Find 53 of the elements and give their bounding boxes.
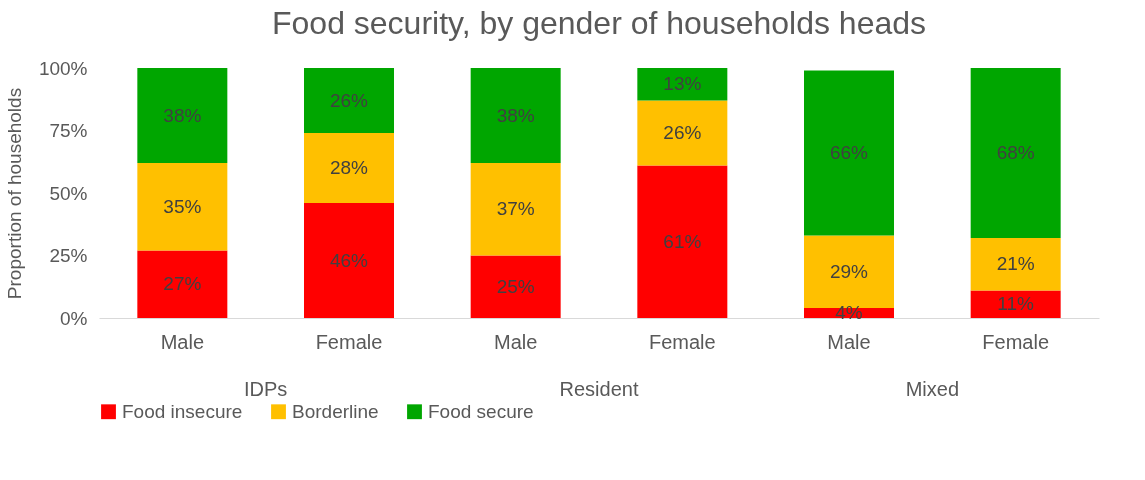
bar — [804, 70, 894, 236]
legend-label: Food secure — [428, 400, 534, 422]
data-label: 29% — [829, 260, 869, 282]
data-label: 13% — [663, 73, 702, 95]
y-tick-label: 0% — [60, 307, 88, 329]
x-tick-label: Male — [493, 330, 538, 353]
data-label: 38% — [163, 104, 202, 126]
bar — [970, 238, 1061, 291]
legend-label: Food insecure — [122, 400, 243, 422]
data-label: 25% — [496, 275, 535, 297]
bar — [470, 68, 561, 163]
data-label: 38% — [496, 104, 535, 126]
data-label: 11% — [997, 293, 1035, 315]
bar — [137, 68, 228, 163]
y-tick-label: 100% — [38, 57, 88, 79]
text: Resident — [559, 378, 639, 400]
chart-title: Food security, by gender of households heads — [271, 5, 927, 41]
bar — [637, 165, 728, 318]
x-tick-label: Male — [160, 330, 205, 353]
data-label: 66% — [829, 142, 869, 163]
data-label: 26% — [329, 89, 369, 111]
bar — [304, 203, 394, 318]
data-label: 46% — [329, 249, 369, 271]
y-tick-label: 25% — [49, 245, 88, 266]
legend-label: Borderline — [292, 400, 379, 422]
data-label: 37% — [496, 198, 535, 220]
y-tick-label: 50% — [49, 182, 88, 204]
bar — [970, 68, 1061, 238]
data-label: 68% — [996, 142, 1035, 163]
x-tick-label: Female — [982, 330, 1050, 353]
y-axis-title: Proportion of households — [3, 87, 25, 300]
data-label: 61% — [663, 230, 702, 252]
text: Mixed — [905, 378, 960, 400]
bar — [137, 250, 228, 318]
bar — [637, 68, 728, 101]
data-label: 26% — [663, 122, 702, 143]
y-tick-label: 75% — [49, 120, 88, 141]
bar — [804, 235, 894, 308]
bar — [637, 100, 728, 166]
data-label: 35% — [163, 195, 202, 217]
data-label: 4% — [835, 302, 863, 323]
data-label: 28% — [329, 157, 369, 178]
bar — [304, 133, 394, 203]
data-label: 21% — [996, 253, 1035, 275]
data-label: 27% — [163, 273, 202, 295]
bar — [470, 163, 561, 256]
bar — [137, 163, 228, 251]
x-tick-label: Female — [648, 330, 716, 353]
bar — [304, 68, 394, 133]
x-tick-label: Male — [827, 330, 871, 353]
x-tick-label: Female — [315, 330, 383, 353]
text: IDPs — [243, 378, 288, 400]
bar — [470, 255, 561, 318]
